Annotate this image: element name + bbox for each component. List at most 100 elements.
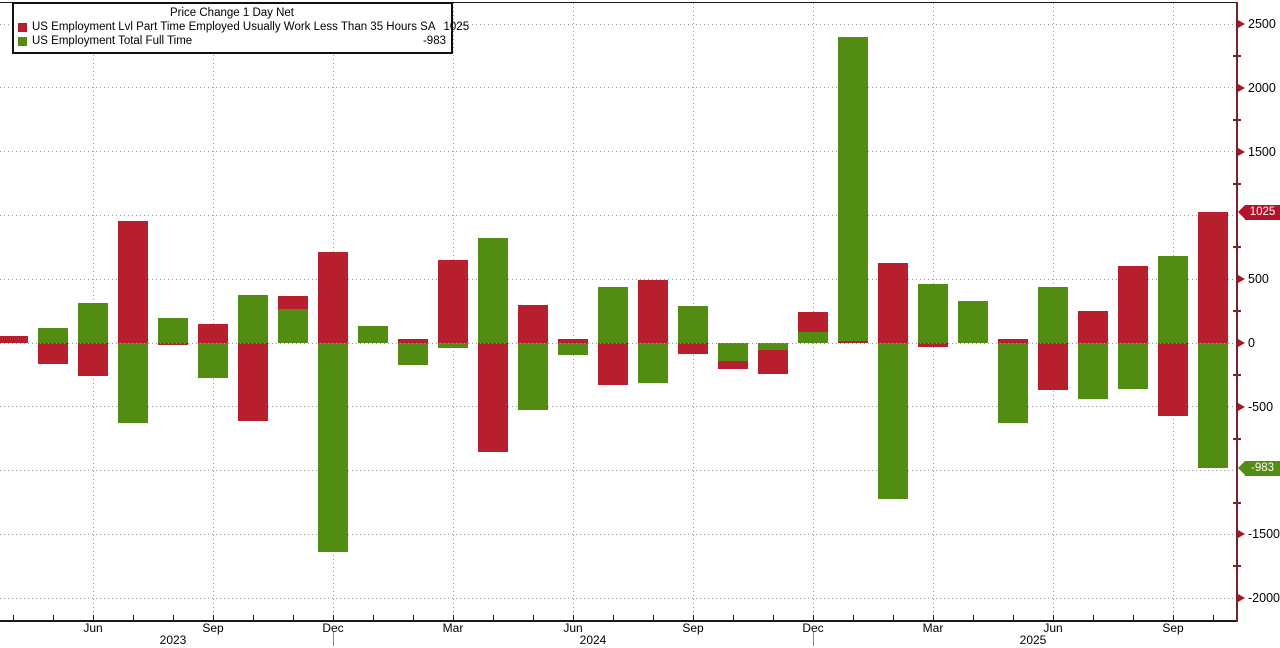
bar-full-time-Mar-2024 xyxy=(438,343,468,349)
y-minor-tick-1750 xyxy=(1233,118,1241,121)
bar-full-time-Oct-2024 xyxy=(718,343,748,361)
year-label-2023: 2023 xyxy=(159,633,187,647)
legend-value-full-time: -983 xyxy=(422,35,446,47)
bar-full-time-Jun-2023 xyxy=(78,303,108,343)
x-tick-Jul-2024 xyxy=(612,615,614,620)
x-tick-Nov-2023 xyxy=(292,615,294,620)
y-axis-label-1500: 1500 xyxy=(1248,144,1276,159)
h-gridline-1500 xyxy=(0,151,1236,153)
bar-full-time-Apr-2024 xyxy=(478,237,508,343)
h-gridline-1000 xyxy=(0,214,1236,216)
bar-full-time-Jul-2023 xyxy=(118,343,148,423)
legend-label-full-time: US Employment Total Full Time xyxy=(32,35,193,47)
bar-full-time-Feb-2025 xyxy=(878,343,908,499)
x-label-Sep-2025: Sep xyxy=(1162,621,1184,635)
y-tick-arrow-1500 xyxy=(1238,147,1245,156)
bar-part-time-Dec-2023 xyxy=(318,251,348,343)
v-gridline-Dec-2024 xyxy=(812,3,814,620)
y-minor-tick--1250 xyxy=(1233,501,1241,504)
bar-full-time-Oct-2023 xyxy=(238,295,268,343)
x-label-Dec-2024: Dec xyxy=(802,621,824,635)
legend-item-part-time: US Employment Lvl Part Time Employed Usu… xyxy=(18,21,469,34)
bar-part-time-Mar-2024 xyxy=(438,260,468,343)
x-label-Mar-2024: Mar xyxy=(442,621,464,635)
x-tick-Mar-2025 xyxy=(932,615,934,620)
bar-full-time-Jun-2024 xyxy=(558,343,588,356)
year-divider-2023 xyxy=(333,632,334,646)
bar-part-time-Feb-2024 xyxy=(398,338,428,343)
bar-full-time-Mar-2025 xyxy=(918,284,948,343)
bar-full-time-Nov-2024 xyxy=(758,343,788,351)
x-tick-Jan-2025 xyxy=(852,615,854,620)
bar-full-time-May-2023 xyxy=(38,328,68,343)
bar-part-time-Oct-2023 xyxy=(238,343,268,422)
bar-full-time-May-2024 xyxy=(518,343,548,410)
y-tick-arrow--1500 xyxy=(1238,530,1245,539)
bar-part-time-May-2023 xyxy=(38,343,68,365)
bar-full-time-Jul-2025 xyxy=(1078,343,1108,400)
x-tick-Dec-2024 xyxy=(812,615,814,620)
y-axis-label-500: 500 xyxy=(1248,272,1269,287)
legend-swatch-green xyxy=(18,37,27,46)
h-gridline-500 xyxy=(0,278,1236,280)
bar-part-time-May-2024 xyxy=(518,304,548,343)
x-tick-Jun-2023 xyxy=(92,615,94,620)
bar-full-time-Dec-2024 xyxy=(798,331,828,343)
x-label-Jun-2024: Jun xyxy=(563,621,583,635)
y-tick-arrow-2000 xyxy=(1238,83,1245,92)
x-tick-May-2024 xyxy=(532,615,534,620)
x-tick-Nov-2024 xyxy=(772,615,774,620)
bar-full-time-Aug-2025 xyxy=(1118,343,1148,389)
x-tick-Sep-2024 xyxy=(692,615,694,620)
bar-part-time-Sep-2024 xyxy=(678,343,708,355)
x-axis-line xyxy=(0,620,1238,622)
x-tick-Feb-2024 xyxy=(412,615,414,620)
x-tick-Aug-2023 xyxy=(172,615,174,620)
bar-part-time-Jun-2025 xyxy=(1038,343,1068,390)
year-label-2024: 2024 xyxy=(579,633,607,647)
bar-full-time-Aug-2024 xyxy=(638,343,668,383)
legend-swatch-red xyxy=(18,23,27,32)
bar-part-time-Jul-2025 xyxy=(1078,311,1108,343)
h-gridline--2000 xyxy=(0,597,1236,599)
bar-part-time-Jan-2025 xyxy=(838,341,868,343)
y-axis-label-0: 0 xyxy=(1248,336,1255,350)
bar-full-time-Jul-2024 xyxy=(598,286,628,343)
y-axis-label-2500: 2500 xyxy=(1248,17,1276,31)
y-axis-label-2000: 2000 xyxy=(1248,80,1276,95)
y-minor-tick--750 xyxy=(1233,437,1241,440)
x-label-Sep-2024: Sep xyxy=(682,621,704,635)
x-tick-Oct-2025 xyxy=(1212,615,1214,620)
y-axis-label--1500: -1500 xyxy=(1248,527,1280,542)
v-gridline-Sep-2023 xyxy=(212,3,214,620)
y-axis-flag-1025: 1025 xyxy=(1238,204,1280,220)
y-minor-tick-1250 xyxy=(1233,182,1241,185)
h-gridline--1500 xyxy=(0,533,1236,535)
legend-label-part-time: US Employment Lvl Part Time Employed Usu… xyxy=(32,21,436,33)
year-divider-2024 xyxy=(813,632,814,646)
bar-part-time-Sep-2025 xyxy=(1158,343,1188,416)
bar-part-time-Mar-2025 xyxy=(918,343,948,348)
x-tick-Mar-2024 xyxy=(452,615,454,620)
y-minor-tick-750 xyxy=(1233,246,1241,249)
chart-top-border xyxy=(0,2,1238,3)
y-minor-tick-2250 xyxy=(1233,54,1241,57)
x-tick-Oct-2023 xyxy=(252,615,254,620)
x-label-Mar-2025: Mar xyxy=(922,621,944,635)
bar-full-time-Jan-2024 xyxy=(358,325,388,343)
x-tick-Oct-2024 xyxy=(732,615,734,620)
x-label-Jun-2025: Jun xyxy=(1043,621,1063,635)
x-label-Sep-2023: Sep xyxy=(202,621,224,635)
bar-full-time-Apr-2025 xyxy=(958,300,988,343)
bar-part-time-Sep-2023 xyxy=(198,323,228,343)
x-tick-May-2023 xyxy=(52,615,54,620)
flag-notch xyxy=(1238,460,1245,475)
x-tick-Jun-2025 xyxy=(1052,615,1054,620)
x-tick-Sep-2025 xyxy=(1172,615,1174,620)
legend-item-full-time: US Employment Total Full Time -983 xyxy=(18,35,446,48)
y-axis-label--2000: -2000 xyxy=(1248,591,1280,606)
bar-part-time-Jun-2023 xyxy=(78,343,108,377)
bar-part-time-May-2025 xyxy=(998,339,1028,343)
x-label-Dec-2023: Dec xyxy=(322,621,344,635)
